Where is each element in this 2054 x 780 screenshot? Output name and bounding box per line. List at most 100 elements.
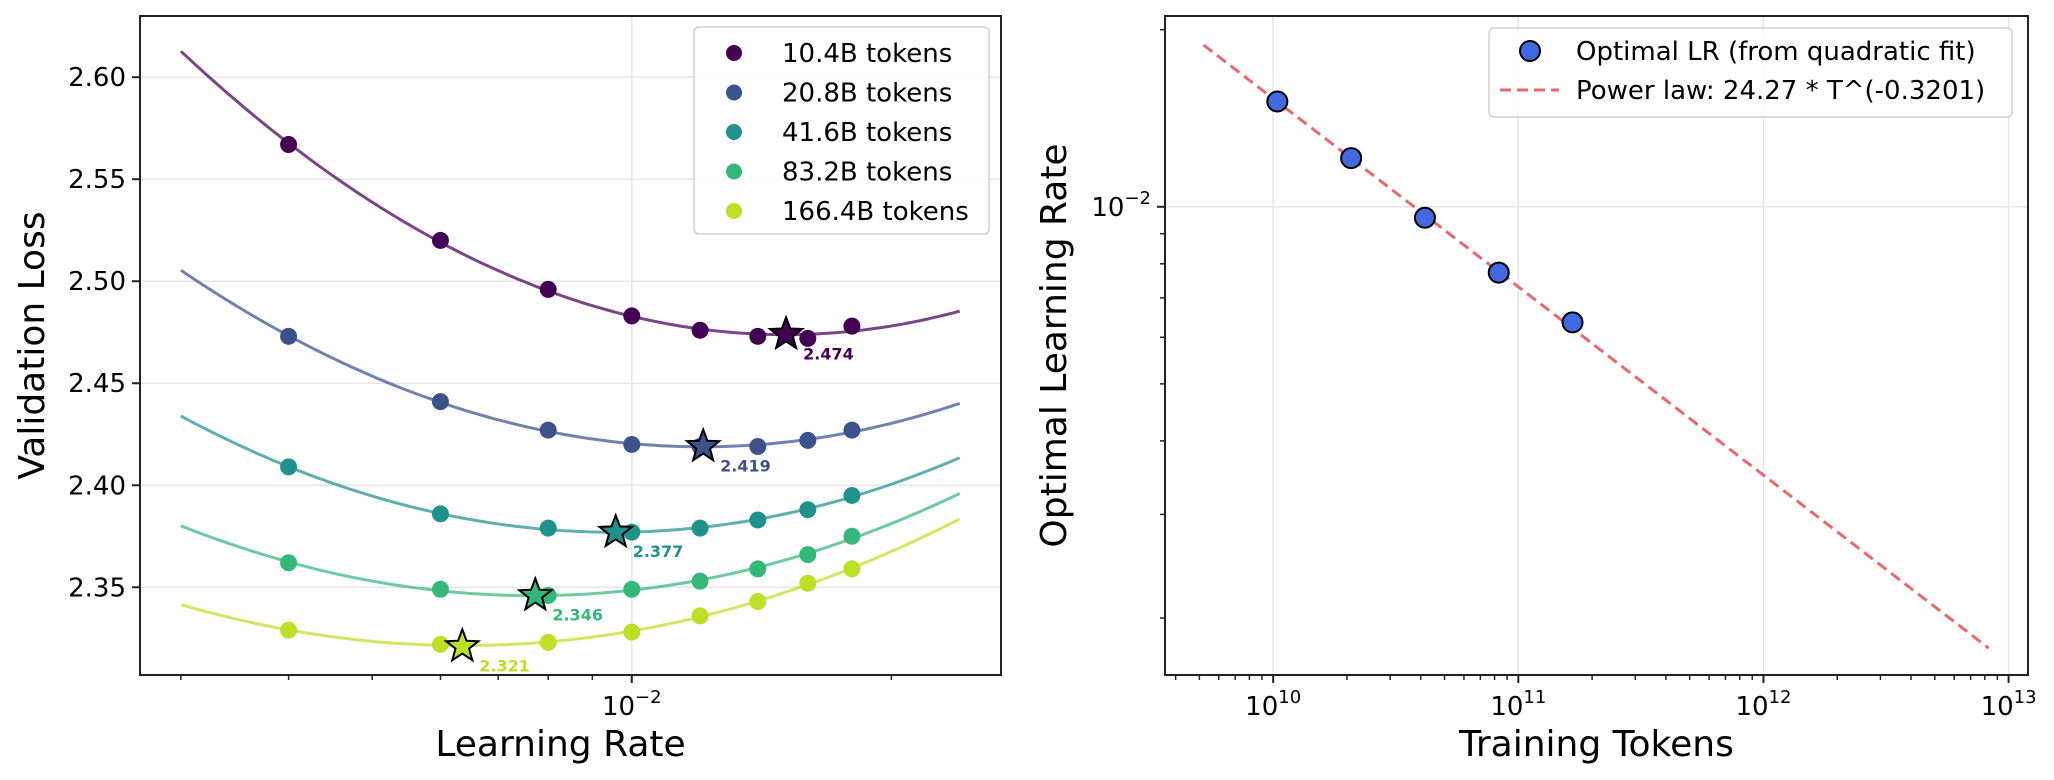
data-point xyxy=(749,511,767,529)
data-point xyxy=(623,307,641,325)
data-point xyxy=(623,623,641,641)
data-point xyxy=(843,421,861,439)
legend-marker xyxy=(726,203,742,219)
data-point xyxy=(280,136,298,154)
right-axes-frame xyxy=(1164,15,2029,676)
data-point xyxy=(623,580,641,598)
right-legend-box xyxy=(1488,27,2013,118)
left-gridlines xyxy=(140,16,1001,675)
right-x-tick-label-base: 10 xyxy=(1490,692,1523,722)
power-law-fit-line xyxy=(1202,43,1990,650)
fit-curve-166-4B-tokens xyxy=(180,517,961,648)
optimum-loss-label: 2.474 xyxy=(803,344,854,363)
data-point xyxy=(691,572,709,590)
data-point xyxy=(431,580,449,598)
left-y-tick-label: 2.40 xyxy=(68,471,126,501)
optimum-loss-label: 2.377 xyxy=(633,542,684,561)
optimum-star-marker xyxy=(443,626,482,663)
right-y-tick-label-base: 10 xyxy=(1091,193,1124,223)
optimum-star-marker xyxy=(516,575,555,612)
data-point xyxy=(691,607,709,625)
left-data-points xyxy=(280,136,861,653)
data-point xyxy=(691,519,709,537)
optimum-star-marker xyxy=(596,512,635,549)
left-x-tick-label-base: 10 xyxy=(602,692,635,722)
right-y-tick-label-exponent: −2 xyxy=(1124,188,1151,209)
fit-curve-10-4B-tokens xyxy=(179,50,961,337)
left-x-tick-label: 10−2 xyxy=(602,687,662,722)
right-legend: Optimal LR (from quadratic fit) Power law… xyxy=(1488,27,2013,118)
right-x-tick-label-exponent: 12 xyxy=(1769,687,1792,708)
legend-label: 83.2B tokens xyxy=(782,158,952,188)
legend-marker xyxy=(726,163,742,180)
left-y-tick-label: 2.60 xyxy=(68,63,126,93)
optimal-lr-point xyxy=(1413,206,1436,229)
optimal-lr-point xyxy=(1340,147,1363,170)
legend-label: 166.4B tokens xyxy=(782,197,969,227)
data-point xyxy=(749,593,767,611)
legend-marker xyxy=(726,45,742,61)
data-point xyxy=(843,317,861,335)
right-x-tick-label-base: 10 xyxy=(1735,692,1768,722)
left-y-axis-title: Validation Loss xyxy=(12,211,53,479)
data-point xyxy=(799,501,817,519)
data-point xyxy=(799,546,817,564)
right-x-tick-label-exponent: 13 xyxy=(2014,687,2037,708)
right-x-tick-label: 1010 xyxy=(1245,687,1301,722)
right-data-points xyxy=(1266,90,1584,334)
legend-label: 41.6B tokens xyxy=(782,118,952,148)
left-y-tick-label: 2.55 xyxy=(68,165,126,195)
left-optimum-stars xyxy=(443,314,806,663)
data-point xyxy=(799,329,817,347)
right-x-tick-label: 1013 xyxy=(1981,687,2037,722)
right-x-tick-label-base: 10 xyxy=(1245,692,1278,722)
legend-label: 10.4B tokens xyxy=(782,39,952,69)
right-y-tick-label: 10−2 xyxy=(1091,188,1151,223)
data-point xyxy=(799,574,817,592)
data-point xyxy=(539,633,557,651)
optimal-lr-point xyxy=(1561,311,1584,334)
data-point xyxy=(539,519,557,537)
left-axes-frame xyxy=(139,15,1002,676)
optimal-lr-point xyxy=(1266,90,1289,113)
data-point xyxy=(280,458,298,476)
left-x-axis-title: Learning Rate xyxy=(435,724,685,765)
data-point xyxy=(799,431,817,449)
left-y-tick-label: 2.50 xyxy=(68,267,126,297)
legend-marker xyxy=(726,124,742,140)
legend-label: 20.8B tokens xyxy=(782,79,952,109)
data-point xyxy=(691,321,709,339)
left-legend: 10.4B tokens 20.8B tokens 41.6B tokens 83.2… xyxy=(693,26,990,235)
left-fit-curves xyxy=(179,50,961,648)
left-optimum-labels: 2.474 2.419 2.377 2.346 2.321 xyxy=(479,344,853,675)
optimum-loss-label: 2.346 xyxy=(552,605,603,624)
data-point xyxy=(749,437,767,455)
right-x-tick-label-base: 10 xyxy=(1981,692,2014,722)
left-legend-box xyxy=(693,26,990,235)
legend-marker-optimal-lr xyxy=(1519,40,1541,62)
optimum-loss-label: 2.419 xyxy=(720,456,771,475)
data-point xyxy=(431,393,449,411)
data-point xyxy=(280,327,298,345)
legend-marker xyxy=(726,84,742,101)
data-point xyxy=(843,527,861,545)
optimum-loss-label: 2.321 xyxy=(479,656,530,675)
left-axis-ticks: 2.35 2.40 2.45 2.50 2.55 2.60 10−2 xyxy=(68,63,893,722)
right-x-axis-title: Training Tokens xyxy=(1458,724,1734,765)
legend-label-optimal-lr: Optimal LR (from quadratic fit) xyxy=(1576,37,1976,67)
fit-curve-20-8B-tokens xyxy=(180,268,961,449)
data-point xyxy=(843,560,861,578)
right-x-tick-label-exponent: 11 xyxy=(1523,687,1546,708)
data-point xyxy=(749,560,767,578)
right-y-axis-title: Optimal Learning Rate xyxy=(1034,143,1075,547)
right-gridlines xyxy=(1165,16,2028,675)
right-x-tick-label-exponent: 10 xyxy=(1278,687,1301,708)
right-x-tick-label: 1012 xyxy=(1735,687,1791,722)
left-x-tick-label-exponent: −2 xyxy=(635,687,662,708)
optimal-lr-point xyxy=(1487,261,1510,284)
optimum-star-marker xyxy=(767,314,806,351)
left-y-tick-label: 2.45 xyxy=(68,369,126,399)
